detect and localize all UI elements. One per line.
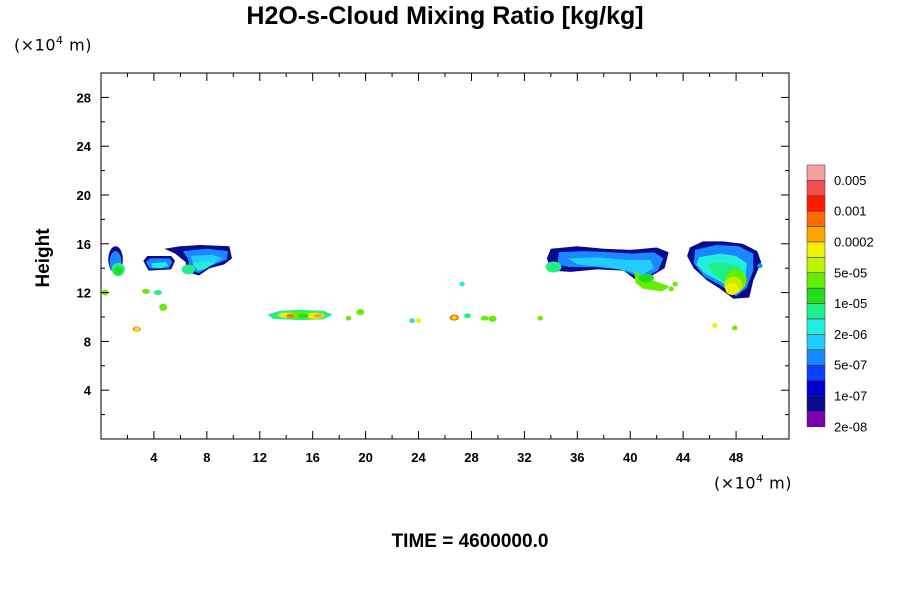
cloud-patch bbox=[459, 281, 465, 287]
colorbar-label: 0.001 bbox=[834, 204, 867, 219]
cloud-patch bbox=[298, 313, 309, 318]
colorbar-swatch bbox=[806, 287, 826, 304]
x-tick-label: 20 bbox=[358, 450, 372, 465]
colorbar-swatch bbox=[806, 318, 826, 335]
colorbar-swatch bbox=[806, 303, 826, 320]
colorbar-swatch bbox=[806, 226, 826, 243]
y-axis-label: Height bbox=[33, 228, 54, 288]
x-tick-label: 12 bbox=[253, 450, 267, 465]
cloud-patch bbox=[668, 286, 674, 292]
cloud-patch bbox=[286, 313, 295, 318]
x-unit-label: (×104 m) bbox=[714, 472, 792, 493]
x-tick-label: 32 bbox=[517, 450, 531, 465]
cloud-patch bbox=[545, 261, 562, 273]
colorbar-label: 5e-05 bbox=[834, 265, 867, 280]
colorbar-swatch bbox=[806, 364, 826, 381]
y-tick-label: 24 bbox=[77, 139, 92, 154]
colorbar-swatch bbox=[806, 164, 826, 181]
x-tick-label: 8 bbox=[203, 450, 210, 465]
colorbar-label: 2e-08 bbox=[834, 419, 867, 434]
x-tick-label: 4 bbox=[150, 450, 158, 465]
cloud-patch bbox=[345, 315, 352, 321]
cloud-patch bbox=[193, 260, 215, 271]
cloud-patch bbox=[313, 313, 323, 318]
colorbar-swatch bbox=[806, 272, 826, 289]
y-tick-label: 8 bbox=[84, 334, 91, 349]
y-tick-label: 12 bbox=[77, 286, 91, 301]
cloud-patch bbox=[672, 281, 678, 287]
colorbar-label: 0.0002 bbox=[834, 235, 874, 250]
x-tick-label: 16 bbox=[305, 450, 319, 465]
colorbar-label: 0.005 bbox=[834, 173, 867, 188]
colorbar-label: 1e-05 bbox=[834, 296, 867, 311]
cloud-patch bbox=[464, 313, 471, 319]
colorbar-swatch bbox=[806, 210, 826, 227]
cloud-patch bbox=[151, 262, 169, 269]
cloud-patch bbox=[159, 303, 168, 311]
y-tick-label: 28 bbox=[77, 90, 91, 105]
cloud-patch bbox=[732, 325, 738, 331]
time-label: TIME = 4600000.0 bbox=[391, 531, 549, 552]
colorbar-swatch bbox=[806, 349, 826, 366]
colorbar-swatch bbox=[806, 395, 826, 412]
x-tick-label: 48 bbox=[729, 450, 743, 465]
cloud-patch bbox=[638, 273, 655, 283]
cloud-patch bbox=[451, 315, 457, 320]
x-tick-label: 40 bbox=[623, 450, 637, 465]
y-unit-label: (×104 m) bbox=[14, 34, 92, 55]
cloud-patch bbox=[634, 270, 670, 292]
colorbar-label: 5e-07 bbox=[834, 358, 867, 373]
cloud-patch bbox=[415, 318, 422, 324]
x-tick-label: 24 bbox=[411, 450, 426, 465]
x-tick-label: 44 bbox=[676, 450, 691, 465]
cloud-patch bbox=[134, 327, 140, 332]
colorbar-swatch bbox=[806, 257, 826, 274]
y-tick-label: 20 bbox=[77, 188, 91, 203]
y-tick-label: 16 bbox=[77, 237, 91, 252]
cloud-patch bbox=[537, 315, 543, 321]
cloud-patch bbox=[356, 309, 365, 316]
colorbar-swatch bbox=[806, 241, 826, 258]
cloud-field bbox=[101, 241, 763, 332]
colorbar-swatch bbox=[806, 195, 826, 212]
x-tick-label: 28 bbox=[464, 450, 478, 465]
colorbar: 0.005 0.001 0.0002 5e-05 1e-05 2e-06 5e-07 1e-0… bbox=[806, 164, 874, 434]
cloud-patch bbox=[480, 315, 489, 321]
cloud-patch bbox=[488, 315, 497, 322]
chart-title: H2O-s-Cloud Mixing Ratio [kg/kg] bbox=[246, 2, 644, 30]
y-tick-label: 4 bbox=[84, 383, 92, 398]
colorbar-label: 2e-06 bbox=[834, 327, 867, 342]
cloud-patch bbox=[409, 318, 415, 324]
cloud-patch bbox=[725, 282, 739, 296]
cloud-patch bbox=[712, 323, 718, 328]
colorbar-swatch bbox=[806, 411, 826, 428]
cloud-patch bbox=[142, 288, 150, 294]
cloud-patch bbox=[114, 266, 123, 275]
colorbar-swatch bbox=[806, 180, 826, 197]
cloud-patch bbox=[153, 290, 162, 296]
cloud-patch bbox=[568, 257, 654, 276]
cloud-patch bbox=[757, 263, 763, 269]
colorbar-label: 1e-07 bbox=[834, 389, 867, 404]
cloud-patch bbox=[181, 264, 195, 275]
colorbar-swatch bbox=[806, 380, 826, 397]
x-tick-label: 36 bbox=[570, 450, 584, 465]
colorbar-swatch bbox=[806, 334, 826, 351]
